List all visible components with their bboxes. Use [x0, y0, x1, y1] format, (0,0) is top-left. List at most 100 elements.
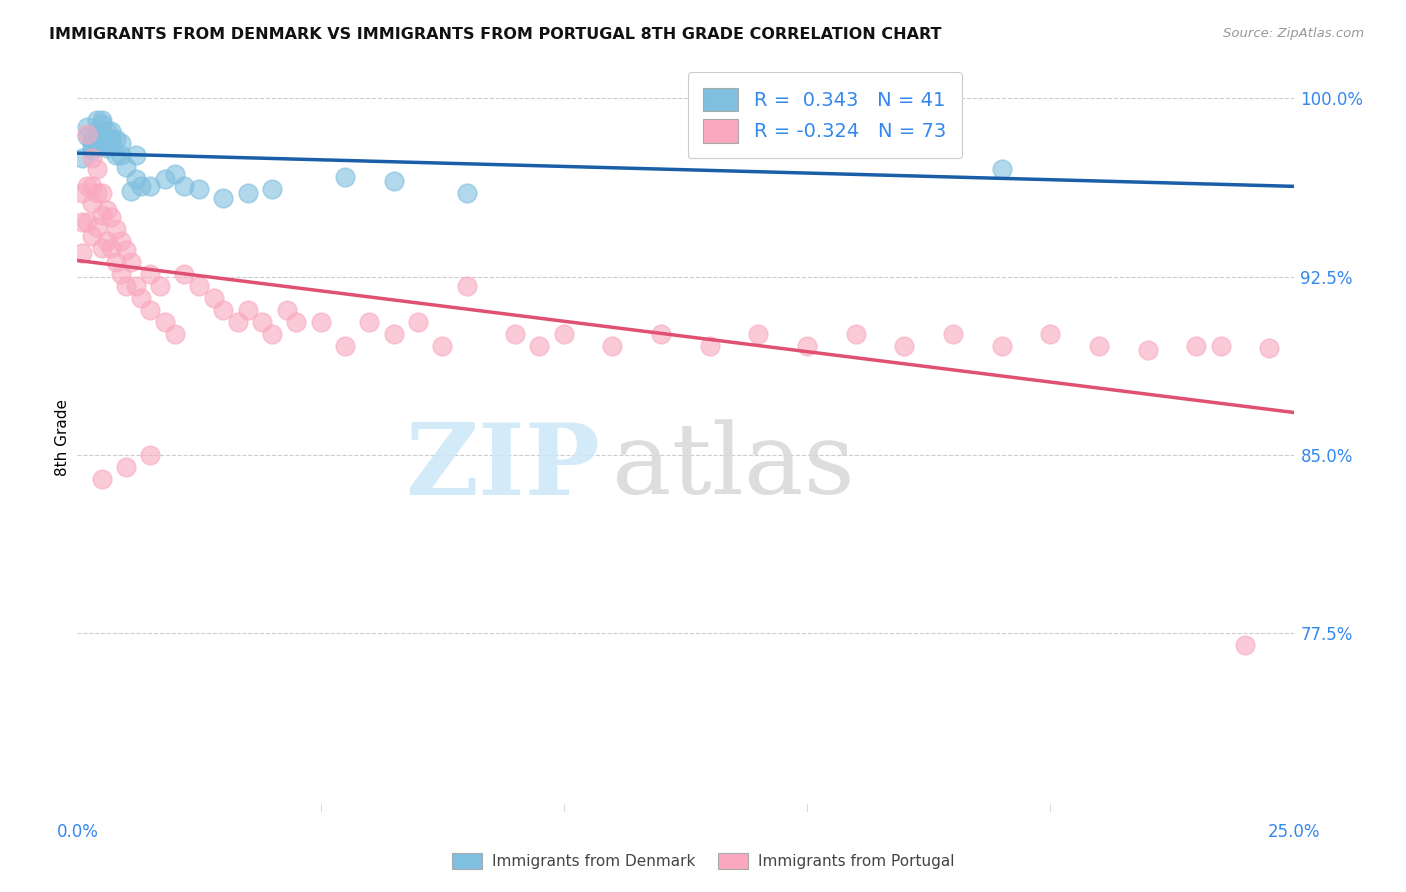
Point	[105, 222, 128, 236]
Legend: R =  0.343   N = 41, R = -0.324   N = 73: R = 0.343 N = 41, R = -0.324 N = 73	[688, 72, 962, 159]
Point	[70, 215, 93, 229]
Point	[120, 184, 142, 198]
Point	[212, 191, 235, 205]
Point	[105, 255, 128, 269]
Point	[990, 162, 1012, 177]
Point	[115, 160, 138, 174]
Point	[86, 136, 108, 151]
Point	[1209, 338, 1232, 352]
Point	[80, 229, 103, 244]
Point	[70, 186, 93, 201]
Point	[309, 315, 332, 329]
Point	[699, 338, 721, 352]
Point	[1258, 341, 1281, 355]
Point	[129, 179, 152, 194]
Point	[80, 195, 103, 210]
Point	[80, 144, 103, 158]
Point	[115, 279, 138, 293]
Point	[100, 241, 122, 255]
Point	[90, 208, 112, 222]
Point	[796, 338, 818, 352]
Point	[129, 291, 152, 305]
Point	[285, 315, 308, 329]
Point	[125, 279, 148, 293]
Point	[90, 472, 112, 486]
Point	[76, 129, 98, 144]
Point	[430, 338, 453, 352]
Point	[149, 279, 172, 293]
Point	[250, 315, 273, 329]
Point	[260, 326, 283, 341]
Point	[173, 267, 195, 281]
Point	[202, 291, 225, 305]
Point	[86, 112, 108, 127]
Point	[382, 174, 405, 188]
Point	[333, 169, 356, 184]
Point	[110, 148, 132, 162]
Point	[153, 315, 176, 329]
Point	[139, 302, 162, 317]
Point	[115, 244, 138, 258]
Point	[699, 95, 721, 110]
Point	[100, 124, 122, 138]
Point	[163, 326, 186, 341]
Point	[96, 124, 118, 138]
Point	[76, 179, 98, 194]
Text: ZIP: ZIP	[405, 418, 600, 516]
Point	[90, 241, 112, 255]
Point	[163, 167, 186, 181]
Point	[100, 136, 122, 151]
Point	[80, 138, 103, 153]
Point	[90, 186, 112, 201]
Point	[120, 255, 142, 269]
Point	[76, 215, 98, 229]
Point	[105, 131, 128, 145]
Point	[139, 179, 162, 194]
Point	[1185, 338, 1208, 352]
Point	[529, 338, 551, 352]
Point	[188, 181, 211, 195]
Point	[86, 186, 108, 201]
Point	[110, 136, 132, 151]
Point	[1088, 338, 1111, 352]
Point	[86, 162, 108, 177]
Point	[456, 279, 478, 293]
Point	[553, 326, 575, 341]
Point	[893, 338, 915, 352]
Text: IMMIGRANTS FROM DENMARK VS IMMIGRANTS FROM PORTUGAL 8TH GRADE CORRELATION CHART: IMMIGRANTS FROM DENMARK VS IMMIGRANTS FR…	[49, 27, 942, 42]
Point	[1233, 638, 1256, 652]
Point	[76, 120, 98, 134]
Point	[153, 172, 176, 186]
Point	[70, 245, 93, 260]
Point	[86, 124, 108, 138]
Text: atlas: atlas	[613, 419, 855, 515]
Point	[942, 326, 965, 341]
Point	[96, 141, 118, 155]
Point	[90, 117, 112, 131]
Point	[1039, 326, 1062, 341]
Point	[173, 179, 195, 194]
Point	[125, 148, 148, 162]
Point	[96, 136, 118, 151]
Point	[110, 234, 132, 248]
Text: Source: ZipAtlas.com: Source: ZipAtlas.com	[1223, 27, 1364, 40]
Point	[333, 338, 356, 352]
Point	[139, 267, 162, 281]
Point	[845, 326, 868, 341]
Point	[139, 448, 162, 462]
Point	[90, 129, 112, 144]
Point	[115, 459, 138, 474]
Point	[226, 315, 249, 329]
Point	[80, 151, 103, 165]
Point	[650, 326, 672, 341]
Point	[105, 148, 128, 162]
Point	[260, 181, 283, 195]
Point	[406, 315, 429, 329]
Point	[456, 186, 478, 201]
Point	[70, 151, 93, 165]
Point	[188, 279, 211, 293]
Point	[80, 134, 103, 148]
Point	[96, 202, 118, 217]
Point	[96, 234, 118, 248]
Point	[990, 338, 1012, 352]
